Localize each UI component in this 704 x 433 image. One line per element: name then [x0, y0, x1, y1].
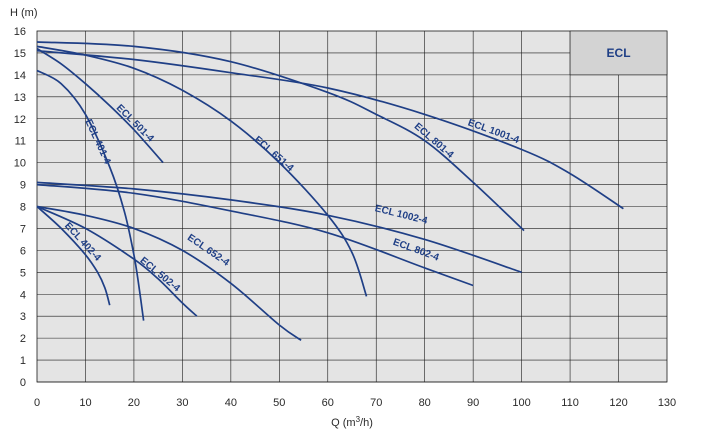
y-tick-label: 4 [20, 289, 26, 301]
y-tick-label: 1 [20, 355, 26, 367]
curve-ecl-402-4 [36, 205, 111, 306]
y-axis-title: H (m) [10, 7, 38, 19]
x-tick-label: 80 [419, 397, 431, 409]
pump-curves [36, 41, 624, 342]
x-tick-label: 0 [34, 397, 40, 409]
y-tick-label: 3 [20, 311, 26, 323]
x-tick-label: 10 [79, 397, 91, 409]
y-tick-label: 12 [14, 114, 26, 126]
curve-ecl-1002-4 [36, 181, 522, 274]
curve-ecl-652-4 [36, 205, 302, 342]
badge-box [569, 30, 668, 76]
x-axis-ticks: 0 10 20 30 40 50 60 70 80 90 100 110 120 130 [34, 397, 676, 409]
y-tick-label: 11 [15, 136, 26, 148]
y-tick-label: 8 [20, 202, 26, 214]
y-tick-label: 15 [14, 48, 26, 60]
curve-ecl-401-4 [36, 69, 145, 321]
curve-ecl-501-4 [36, 47, 164, 164]
x-tick-label: 120 [609, 397, 627, 409]
y-tick-label: 14 [14, 70, 26, 82]
x-tick-label: 90 [467, 397, 479, 409]
x-tick-label: 50 [273, 397, 285, 409]
badge: ECL [569, 30, 668, 76]
curve-ecl-651-4 [36, 45, 368, 297]
x-tick-label: 20 [128, 397, 140, 409]
curve-ecl-802-4 [36, 183, 474, 287]
x-axis-title-sup: 3 [356, 415, 361, 424]
y-tick-label: 0 [20, 377, 26, 389]
curve-ecl-801-4 [36, 41, 525, 232]
badge-label: ECL [607, 46, 631, 60]
y-tick-label: 2 [20, 333, 26, 345]
x-tick-label: 40 [225, 397, 237, 409]
x-tick-label: 30 [176, 397, 188, 409]
y-tick-label: 6 [20, 245, 26, 257]
y-tick-label: 16 [14, 26, 26, 38]
x-tick-label: 60 [322, 397, 334, 409]
x-axis-title: Q (m3/h) [331, 415, 373, 429]
y-tick-label: 5 [20, 267, 26, 279]
x-axis-title-suffix: /h) [360, 417, 373, 429]
x-axis-title-main: Q (m [331, 417, 355, 429]
y-tick-label: 7 [20, 223, 26, 235]
grid-lines [36, 30, 668, 383]
x-tick-label: 130 [658, 397, 676, 409]
y-tick-label: 9 [20, 180, 26, 192]
curve-ecl-1001-4 [36, 49, 624, 210]
x-tick-label: 110 [561, 397, 579, 409]
curve-ecl-502-4 [36, 205, 198, 317]
y-tick-label: 10 [14, 158, 26, 170]
y-tick-label: 13 [14, 92, 26, 104]
x-tick-label: 100 [512, 397, 530, 409]
x-tick-label: 70 [370, 397, 382, 409]
